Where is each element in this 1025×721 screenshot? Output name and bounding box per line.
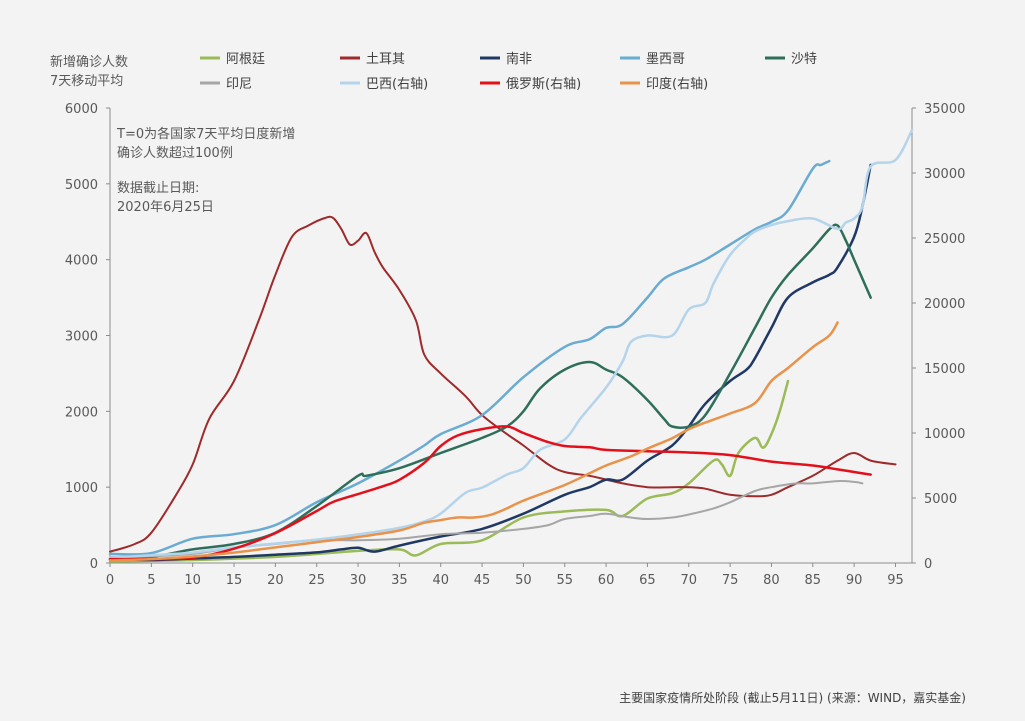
series-line xyxy=(109,215,897,553)
x-tick-label: 45 xyxy=(474,573,491,588)
annotation-line-4: 数据截止日期: xyxy=(117,181,199,196)
right-y-tick-label: 10000 xyxy=(924,427,965,442)
x-tick-label: 95 xyxy=(887,573,904,588)
annotation-line-2: 确诊人数超过100例 xyxy=(117,146,233,161)
legend-label: 沙特 xyxy=(791,52,817,67)
right-y-tick-label: 15000 xyxy=(924,362,965,377)
right-y-tick-label: 35000 xyxy=(924,102,965,117)
x-tick-label: 20 xyxy=(267,573,284,588)
legend-label: 俄罗斯(右轴) xyxy=(506,77,581,92)
legend-label: 南非 xyxy=(506,51,532,67)
x-tick-label: 65 xyxy=(639,573,656,588)
left-y-tick-label: 3000 xyxy=(65,330,98,345)
annotation-line-1: T=0为各国家7天平均日度新增 xyxy=(116,126,295,142)
right-y-tick-label: 20000 xyxy=(924,297,965,312)
axes: 0 5 10 15 20 25 30 35 40 45 50 55 60 65 70 75 80 85 90 95 0 1… xyxy=(65,102,965,588)
right-y-tick-label: 30000 xyxy=(924,167,965,182)
x-tick-label: 10 xyxy=(184,573,201,588)
left-y-tick-label: 1000 xyxy=(65,481,98,496)
x-tick-label: 40 xyxy=(432,573,449,588)
series-line xyxy=(108,223,872,560)
legend-label: 印尼 xyxy=(226,77,252,92)
series-line xyxy=(108,425,872,561)
right-y-tick-label: 5000 xyxy=(924,492,957,507)
series-line xyxy=(108,163,872,562)
left-axis-title-line-1: 新增确诊人数 xyxy=(50,54,128,70)
annotation: T=0为各国家7天平均日度新增 确诊人数超过100例 数据截止日期: 2020年… xyxy=(116,126,295,215)
left-y-tick-label: 5000 xyxy=(65,178,98,193)
footer-source: 主要国家疫情所处阶段 (截止5月11日) (来源：WIND，嘉实基金) xyxy=(619,690,966,705)
left-axis-title: 新增确诊人数 7天移动平均 xyxy=(50,54,128,89)
left-y-tick-label: 4000 xyxy=(65,254,98,269)
left-axis-title-line-2: 7天移动平均 xyxy=(50,74,123,89)
left-y-tick-label: 2000 xyxy=(65,405,98,420)
x-tick-label: 50 xyxy=(515,573,532,588)
x-tick-label: 0 xyxy=(106,573,114,588)
right-y-tick-label: 25000 xyxy=(924,232,965,247)
legend-label: 阿根廷 xyxy=(226,52,265,67)
legend-label: 印度(右轴) xyxy=(646,76,708,92)
left-y-tick-label: 6000 xyxy=(65,102,98,117)
left-y-tick-label: 0 xyxy=(90,557,98,572)
series-line xyxy=(108,379,790,563)
x-tick-label: 80 xyxy=(763,573,780,588)
x-tick-label: 85 xyxy=(805,573,822,588)
series-line xyxy=(108,321,839,562)
x-tick-label: 60 xyxy=(598,573,615,588)
x-tick-label: 25 xyxy=(308,573,325,588)
x-tick-label: 15 xyxy=(226,573,243,588)
legend-label: 巴西(右轴) xyxy=(366,77,428,92)
x-tick-label: 30 xyxy=(350,573,367,588)
right-y-tick-label: 0 xyxy=(924,557,932,572)
x-tick-label: 55 xyxy=(556,573,573,588)
x-tick-label: 70 xyxy=(680,573,697,588)
series-lines xyxy=(108,128,914,563)
x-tick-label: 5 xyxy=(147,573,155,588)
x-tick-label: 35 xyxy=(391,573,408,588)
x-tick-label: 90 xyxy=(846,573,863,588)
annotation-line-5: 2020年6月25日 xyxy=(117,200,214,215)
x-tick-label: 75 xyxy=(722,573,739,588)
series-line xyxy=(108,159,831,556)
legend-label: 土耳其 xyxy=(366,52,405,67)
legend-label: 墨西哥 xyxy=(646,52,685,67)
series-line xyxy=(108,128,914,560)
